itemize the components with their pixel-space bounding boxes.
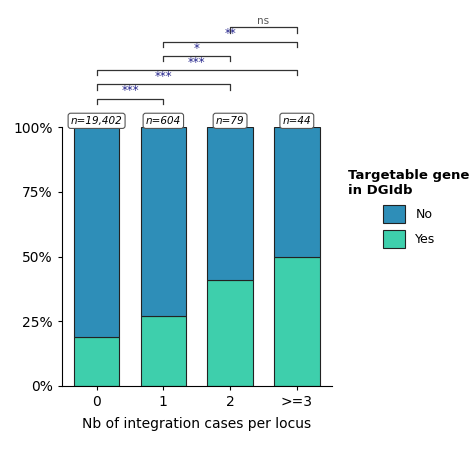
Text: n=19,402: n=19,402	[71, 116, 122, 126]
Text: ***: ***	[188, 56, 206, 69]
Text: n=604: n=604	[146, 116, 181, 126]
X-axis label: Nb of integration cases per locus: Nb of integration cases per locus	[82, 417, 311, 431]
Bar	[141, 127, 186, 316]
Text: n=79: n=79	[216, 116, 245, 126]
Legend: No, Yes: No, Yes	[344, 164, 474, 253]
Text: **: **	[224, 27, 236, 40]
Bar	[74, 337, 119, 386]
Bar	[274, 127, 319, 257]
Bar	[208, 280, 253, 386]
Text: n=44: n=44	[283, 116, 311, 126]
Text: ***: ***	[121, 84, 139, 97]
Bar	[274, 257, 319, 386]
Text: *: *	[194, 42, 200, 54]
Text: ***: ***	[155, 70, 172, 83]
Bar	[141, 316, 186, 386]
Bar	[74, 127, 119, 337]
Bar	[208, 127, 253, 280]
Text: ns: ns	[257, 16, 270, 26]
